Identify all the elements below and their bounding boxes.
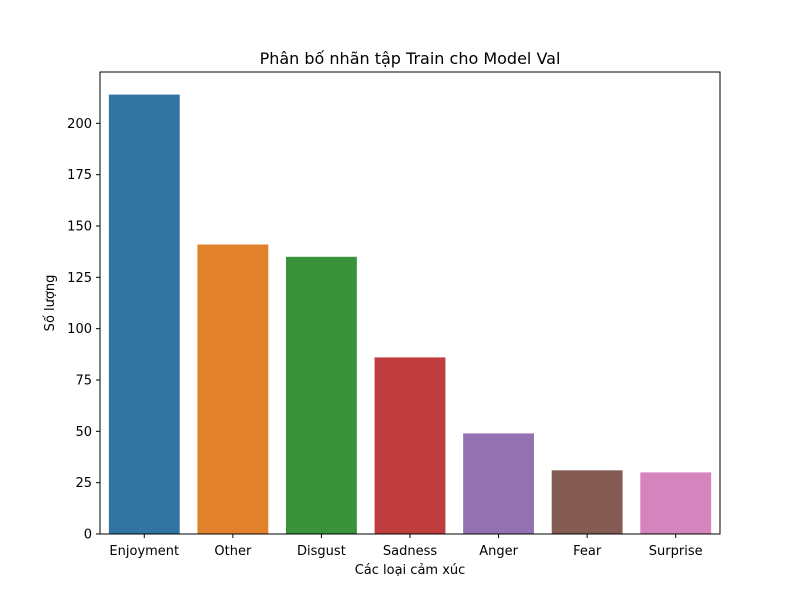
x-tick-label: Other	[214, 544, 252, 559]
y-tick-label: 75	[75, 374, 92, 389]
y-tick-label: 125	[67, 271, 92, 286]
plot-area-frame	[99, 71, 721, 535]
y-tick-label: 175	[67, 168, 92, 183]
y-tick-label: 0	[84, 528, 92, 543]
y-tick-label: 25	[75, 476, 92, 491]
bar-disgust	[286, 256, 357, 534]
y-tick-label: 200	[67, 117, 92, 132]
y-tick-label: 150	[67, 220, 92, 235]
bar-anger	[463, 433, 534, 534]
x-tick-label: Sadness	[383, 544, 437, 559]
bar-fear	[551, 470, 623, 534]
x-axis-ticks: Enjoyment Other Disgust Sadness Anger Fear Sur…	[109, 534, 703, 559]
y-axis-title: Số lượng	[43, 275, 58, 332]
x-tick-label: Enjoyment	[109, 544, 179, 559]
x-tick-label: Surprise	[649, 544, 703, 559]
x-tick-label: Fear	[573, 544, 602, 559]
chart-title: Phân bố nhãn tập Train cho Model Val	[260, 49, 561, 68]
x-axis-title: Các loại cảm xúc	[355, 563, 466, 578]
bar-sadness	[374, 357, 446, 534]
y-tick-label: 50	[75, 425, 92, 440]
y-tick-label: 100	[67, 322, 92, 337]
bar-surprise	[640, 472, 712, 534]
bars-group	[108, 94, 712, 535]
x-tick-label: Disgust	[297, 544, 346, 559]
bar-other	[197, 244, 269, 535]
bar-enjoyment	[108, 94, 180, 534]
y-axis-ticks: 0 25 50 75 100 125 150 175 200	[67, 117, 100, 543]
x-tick-label: Anger	[479, 544, 518, 559]
